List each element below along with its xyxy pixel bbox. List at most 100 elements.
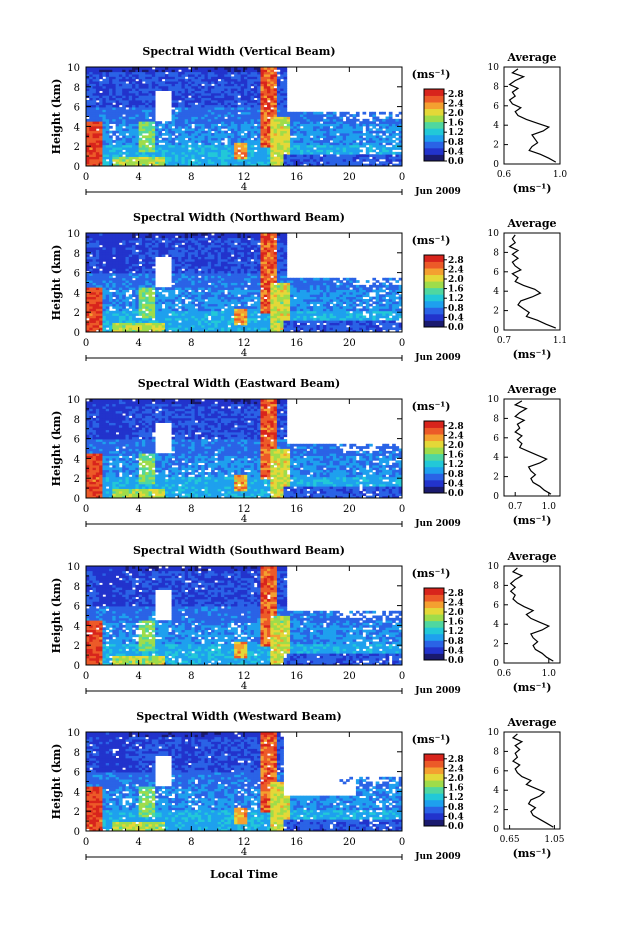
heatmap-cell [151, 158, 156, 162]
heatmap-cell [174, 135, 179, 139]
heatmap-cell [118, 273, 123, 276]
heatmap-cell [197, 315, 202, 319]
heatmap-cell [270, 76, 275, 80]
heatmap-cell [342, 123, 347, 127]
heatmap-cell [309, 114, 314, 117]
heatmap-cell [194, 244, 199, 248]
heatmap-cell [128, 156, 133, 160]
heatmap-cell [125, 244, 130, 248]
heatmap-cell [388, 140, 393, 143]
heatmap-cell [306, 133, 311, 136]
heatmap-cell [174, 315, 179, 319]
heatmap-cell [141, 275, 146, 279]
heatmap-cell [112, 130, 117, 134]
heatmap-cell [118, 71, 123, 75]
heatmap-cell [244, 161, 248, 165]
heatmap-cell [122, 156, 126, 160]
heatmap-cell [244, 158, 248, 162]
heatmap-cell [263, 81, 268, 84]
heatmap-cell [184, 282, 189, 286]
heatmap-cell [313, 116, 317, 120]
heatmap-cell [115, 258, 120, 262]
heatmap-cell [253, 104, 258, 108]
heatmap-cell [95, 71, 100, 75]
heatmap-cell [204, 121, 209, 124]
heatmap-cell [171, 263, 176, 267]
heatmap-cell [237, 121, 242, 124]
heatmap-cell [260, 78, 265, 82]
heatmap-cell [105, 240, 110, 243]
heatmap-cell [92, 100, 97, 103]
heatmap-cell [253, 67, 258, 70]
heatmap-cell [135, 111, 140, 115]
heatmap-cell [181, 102, 186, 106]
heatmap-cell [128, 287, 133, 290]
heatmap-cell [112, 144, 117, 148]
heatmap-cell [240, 118, 245, 122]
heatmap-cell [385, 137, 390, 141]
heatmap-cell [234, 282, 238, 286]
heatmap-cell [138, 121, 143, 124]
heatmap-cell [237, 104, 242, 108]
heatmap-cell [102, 268, 107, 272]
heatmap-cell [362, 118, 367, 122]
heatmap-cell [267, 156, 271, 160]
heatmap-cell [181, 256, 186, 260]
heatmap-cell [250, 133, 255, 136]
heatmap-cell [158, 317, 163, 321]
heatmap-cell [191, 83, 196, 87]
heatmap-cell [165, 67, 169, 70]
heatmap-cell [178, 144, 182, 148]
heatmap-cell [158, 324, 163, 328]
heatmap-cell [197, 95, 202, 99]
heatmap-cell [109, 78, 113, 82]
heatmap-cell [178, 249, 182, 253]
heatmap-cell [247, 130, 251, 134]
heatmap-cell [95, 111, 100, 115]
heatmap-cell [181, 81, 186, 84]
heatmap-cell [207, 270, 212, 274]
heatmap-cell [352, 149, 357, 153]
heatmap-cell [290, 123, 294, 127]
heatmap-cell [135, 289, 140, 293]
heatmap-cell [118, 83, 123, 87]
heatmap-cell [148, 249, 153, 253]
heatmap-cell [237, 118, 242, 122]
heatmap-cell [204, 256, 209, 260]
heatmap-cell [168, 135, 172, 139]
heatmap-cell [99, 88, 103, 91]
heatmap-cell [283, 104, 288, 108]
heatmap-cell [201, 121, 205, 124]
heatmap-cell [105, 291, 110, 295]
heatmap-cell [197, 251, 202, 255]
heatmap-cell [214, 135, 219, 139]
heatmap-cell [132, 95, 136, 99]
heatmap-cell [184, 277, 189, 281]
heatmap-cell [234, 329, 238, 333]
heatmap-cell [148, 104, 153, 108]
heatmap-cell [118, 92, 123, 96]
heatmap-cell [171, 324, 176, 328]
heatmap-cell [194, 76, 199, 80]
colorbar-frame [423, 88, 445, 162]
heatmap-cell [234, 135, 238, 139]
heatmap-cell [191, 291, 196, 295]
heatmap-cell [118, 81, 123, 84]
heatmap-cell [188, 280, 192, 283]
heatmap-cell [122, 270, 126, 274]
heatmap-cell [392, 121, 396, 124]
heatmap-cell [323, 135, 327, 139]
heatmap-cell [161, 320, 166, 323]
heatmap-cell [220, 125, 225, 129]
heatmap-cell [115, 156, 120, 160]
heatmap-cell [316, 116, 321, 120]
heatmap-cell [165, 74, 169, 77]
heatmap-cell [276, 83, 281, 87]
heatmap-cell [214, 320, 219, 323]
heatmap-cell [227, 149, 232, 153]
heatmap-cell [214, 130, 219, 134]
heatmap-cell [234, 144, 238, 148]
heatmap-cell [197, 313, 202, 316]
heatmap-cell [132, 287, 136, 290]
heatmap-cell [181, 100, 186, 103]
